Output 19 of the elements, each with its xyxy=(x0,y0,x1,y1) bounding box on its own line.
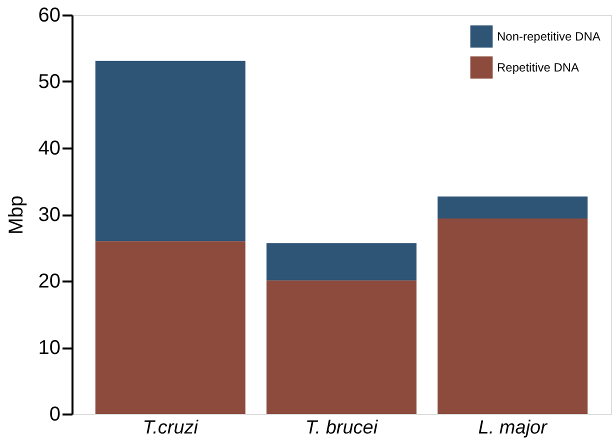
bar xyxy=(266,243,416,280)
bar xyxy=(266,280,416,414)
y-tick-label: 40 xyxy=(38,138,60,160)
y-axis-title: Mbp xyxy=(5,196,28,234)
bar xyxy=(438,218,588,414)
x-tick-label: T. brucei xyxy=(305,418,378,438)
bar xyxy=(95,241,246,414)
x-tick-label: L. major xyxy=(478,418,548,438)
y-tick-label: 20 xyxy=(38,270,60,292)
legend-label: Non-repetitive DNA xyxy=(497,30,600,44)
x-tick-label: T.cruzi xyxy=(142,418,199,438)
bar xyxy=(438,196,588,218)
legend-label: Repetitive DNA xyxy=(497,60,580,74)
y-tick-label: 50 xyxy=(38,71,60,93)
y-tick-label: 0 xyxy=(49,404,60,426)
bar xyxy=(95,60,246,242)
y-tick-label: 10 xyxy=(38,337,60,359)
y-tick-label: 30 xyxy=(38,204,60,226)
y-tick-label: 60 xyxy=(38,4,60,26)
